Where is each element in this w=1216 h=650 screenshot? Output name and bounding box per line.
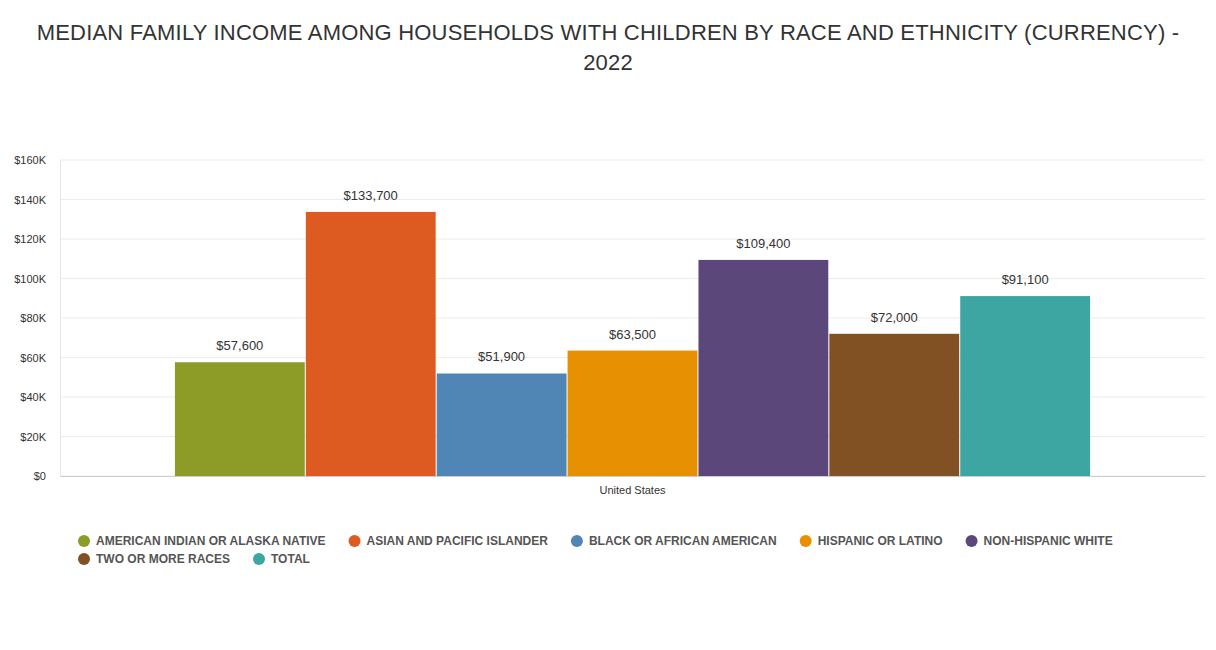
chart-canvas: $0 $20K $40K $60K $80K $100K $120K $140K $160K $5… [0, 0, 1216, 650]
y-tick: $160K [14, 154, 60, 166]
y-tick: $60K [20, 352, 60, 364]
legend-label: AMERICAN INDIAN OR ALASKA NATIVE [96, 534, 326, 548]
chart-title: MEDIAN FAMILY INCOME AMONG HOUSEHOLDS WI… [30, 18, 1186, 78]
y-tick: $100K [14, 273, 60, 285]
y-tick: $120K [14, 233, 60, 245]
y-tick-label: $20K [20, 431, 46, 443]
y-tick-label: $120K [14, 233, 46, 245]
x-axis-line [61, 476, 1206, 477]
legend-swatch [253, 553, 265, 565]
legend-swatch [78, 535, 90, 547]
data-label: $91,100 [1002, 272, 1049, 287]
data-labels: $57,600 $133,700 $51,900 $63,500 $109,400 $72… [216, 188, 1048, 365]
y-tick-label: $100K [14, 273, 46, 285]
legend-item: ASIAN AND PACIFIC ISLANDER [349, 534, 549, 548]
legend-item: NON-HISPANIC WHITE [966, 534, 1113, 548]
data-label: $133,700 [344, 188, 398, 203]
legend-label: TOTAL [271, 552, 310, 566]
y-tick-label: $160K [14, 154, 46, 166]
y-tick: $40K [20, 391, 60, 403]
y-tick: $80K [20, 312, 60, 324]
grid-line [60, 239, 1205, 240]
legend-swatch [571, 535, 583, 547]
y-tick: $0 [34, 470, 60, 482]
legend-item: TOTAL [253, 552, 310, 566]
grid-line [60, 160, 1205, 161]
legend-swatch [349, 535, 361, 547]
data-label: $51,900 [478, 349, 525, 364]
x-tick: United States [599, 476, 666, 496]
x-tick-label: United States [599, 484, 666, 496]
data-label: $109,400 [736, 236, 790, 251]
y-tick: $140K [14, 194, 60, 206]
y-tick-label: $0 [34, 470, 46, 482]
y-tick-label: $60K [20, 352, 46, 364]
x-axis: United States [61, 476, 1206, 496]
legend-label: NON-HISPANIC WHITE [984, 534, 1113, 548]
legend-label: BLACK OR AFRICAN AMERICAN [589, 534, 777, 548]
y-tick: $20K [20, 431, 60, 443]
legend-item: BLACK OR AFRICAN AMERICAN [571, 534, 777, 548]
data-label: $63,500 [609, 327, 656, 342]
legend-label: HISPANIC OR LATINO [818, 534, 943, 548]
grid-line [60, 199, 1205, 200]
bar [306, 212, 436, 476]
legend-label: TWO OR MORE RACES [96, 552, 230, 566]
grid [60, 160, 1205, 476]
data-label: $57,600 [216, 338, 263, 353]
legend-swatch [800, 535, 812, 547]
y-axis: $0 $20K $40K $60K $80K $100K $120K $140K $160K [14, 154, 60, 482]
legend-swatch [78, 553, 90, 565]
legend-item: HISPANIC OR LATINO [800, 534, 943, 548]
legend-swatch [966, 535, 978, 547]
bar [175, 362, 305, 476]
bars [175, 212, 1090, 476]
bar [437, 373, 567, 476]
legend-item: TWO OR MORE RACES [78, 552, 230, 566]
bar [960, 296, 1090, 476]
bar [568, 351, 698, 476]
y-tick-label: $80K [20, 312, 46, 324]
legend-label: ASIAN AND PACIFIC ISLANDER [367, 534, 549, 548]
bar [829, 334, 959, 476]
legend-item: AMERICAN INDIAN OR ALASKA NATIVE [78, 534, 326, 548]
y-tick-label: $140K [14, 194, 46, 206]
data-label: $72,000 [871, 310, 918, 325]
legend: AMERICAN INDIAN OR ALASKA NATIVE ASIAN AN… [78, 534, 1113, 566]
y-tick-label: $40K [20, 391, 46, 403]
bar [698, 260, 828, 476]
y-axis-line [60, 161, 61, 477]
